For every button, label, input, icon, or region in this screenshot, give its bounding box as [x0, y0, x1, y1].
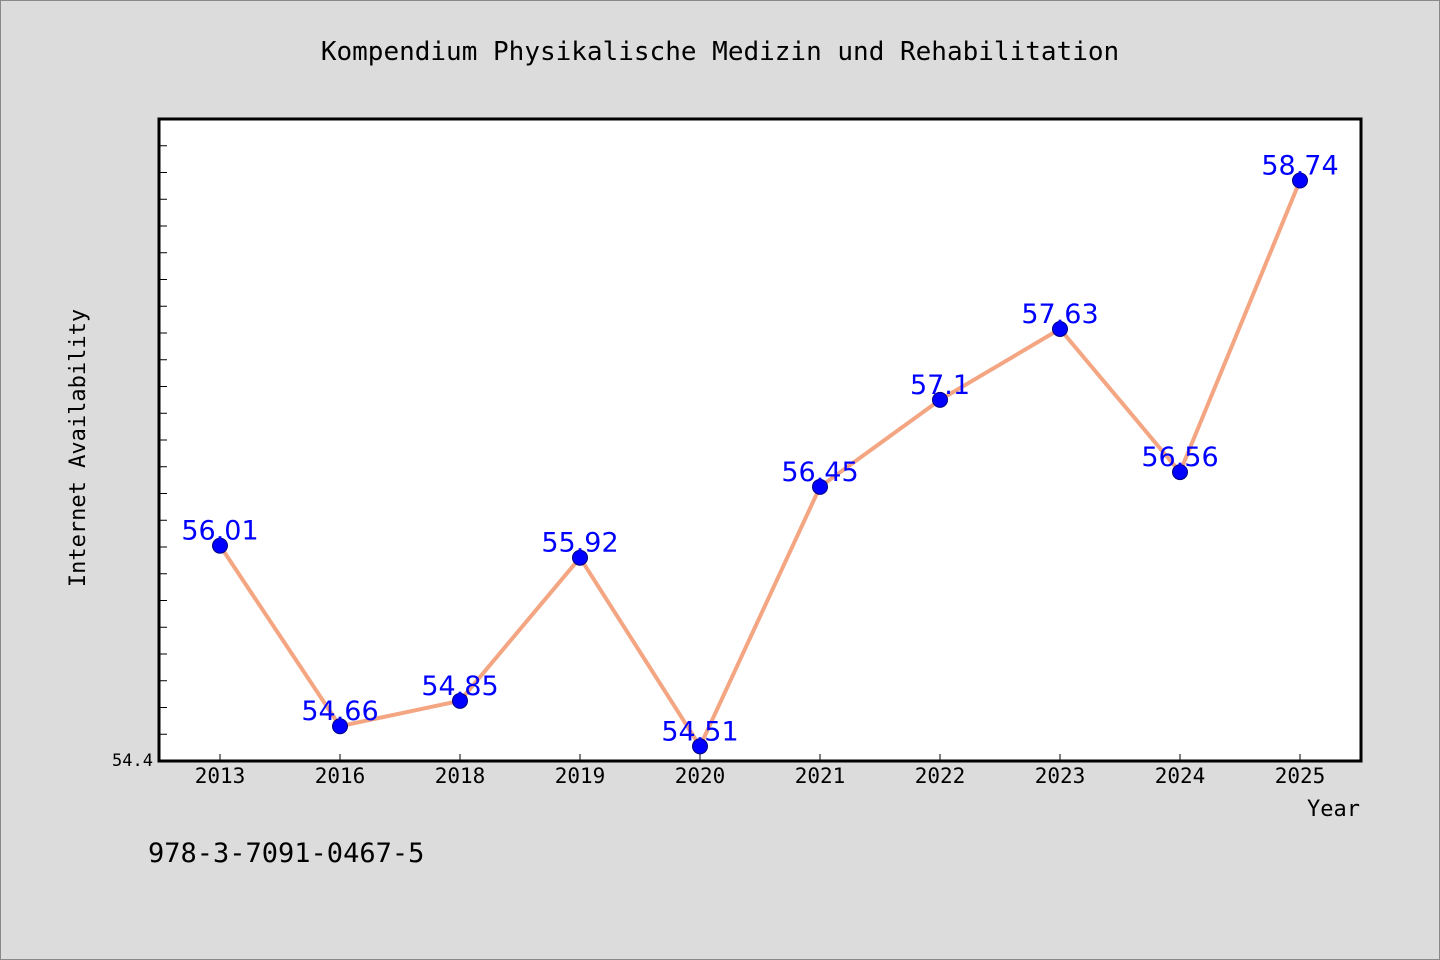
- data-label: 56.45: [781, 457, 858, 488]
- x-tick-label: 2020: [675, 764, 726, 788]
- data-point: [212, 537, 228, 554]
- isbn-text: 978-3-7091-0467-5: [148, 838, 424, 869]
- x-tick-label: 2018: [435, 764, 486, 788]
- data-point: [692, 738, 708, 755]
- data-point: [1052, 320, 1068, 337]
- series-line: [218, 179, 1302, 749]
- data-label: 54.66: [301, 696, 378, 727]
- data-label: 56.56: [1141, 442, 1218, 473]
- x-tick-label: 2023: [1035, 764, 1086, 788]
- y-tick-label: 54.4: [112, 751, 153, 771]
- x-tick-label: 2013: [195, 764, 246, 788]
- data-point: [1172, 464, 1188, 481]
- x-tick-label: 2024: [1155, 764, 1206, 788]
- plot-area: [157, 117, 1363, 763]
- data-label: 54.85: [421, 671, 498, 702]
- x-tick-label: 2025: [1275, 764, 1326, 788]
- data-point: [452, 692, 468, 709]
- x-tick-label: 2016: [315, 764, 366, 788]
- data-point: [932, 391, 948, 408]
- y-axis-ticks: [159, 145, 167, 735]
- data-label: 57.1: [910, 370, 970, 401]
- data-label: 57.63: [1021, 299, 1098, 330]
- data-point: [1292, 172, 1308, 189]
- y-axis-label: Internet Availability: [66, 309, 91, 587]
- data-point: [332, 718, 348, 735]
- data-label: 54.51: [661, 716, 738, 747]
- x-tick-label: 2021: [795, 764, 846, 788]
- x-tick-label: 2019: [555, 764, 606, 788]
- x-axis-ticks: 2013 2016 2018 2019 2020 2021 2022 2023 2024 2025: [195, 754, 1326, 788]
- x-tick-label: 2022: [915, 764, 966, 788]
- data-label: 56.01: [181, 516, 258, 547]
- data-point: [572, 549, 588, 566]
- series-group: 56.01 54.66 54.85 55.92 54.51 56.45 57.1 57.63 5…: [181, 151, 1339, 755]
- chart-title: Kompendium Physikalische Medizin und Reh…: [321, 37, 1119, 67]
- data-label: 58.74: [1261, 151, 1338, 182]
- data-point: [812, 478, 828, 495]
- data-label: 55.92: [541, 528, 618, 559]
- x-axis-label: Year: [1307, 797, 1360, 822]
